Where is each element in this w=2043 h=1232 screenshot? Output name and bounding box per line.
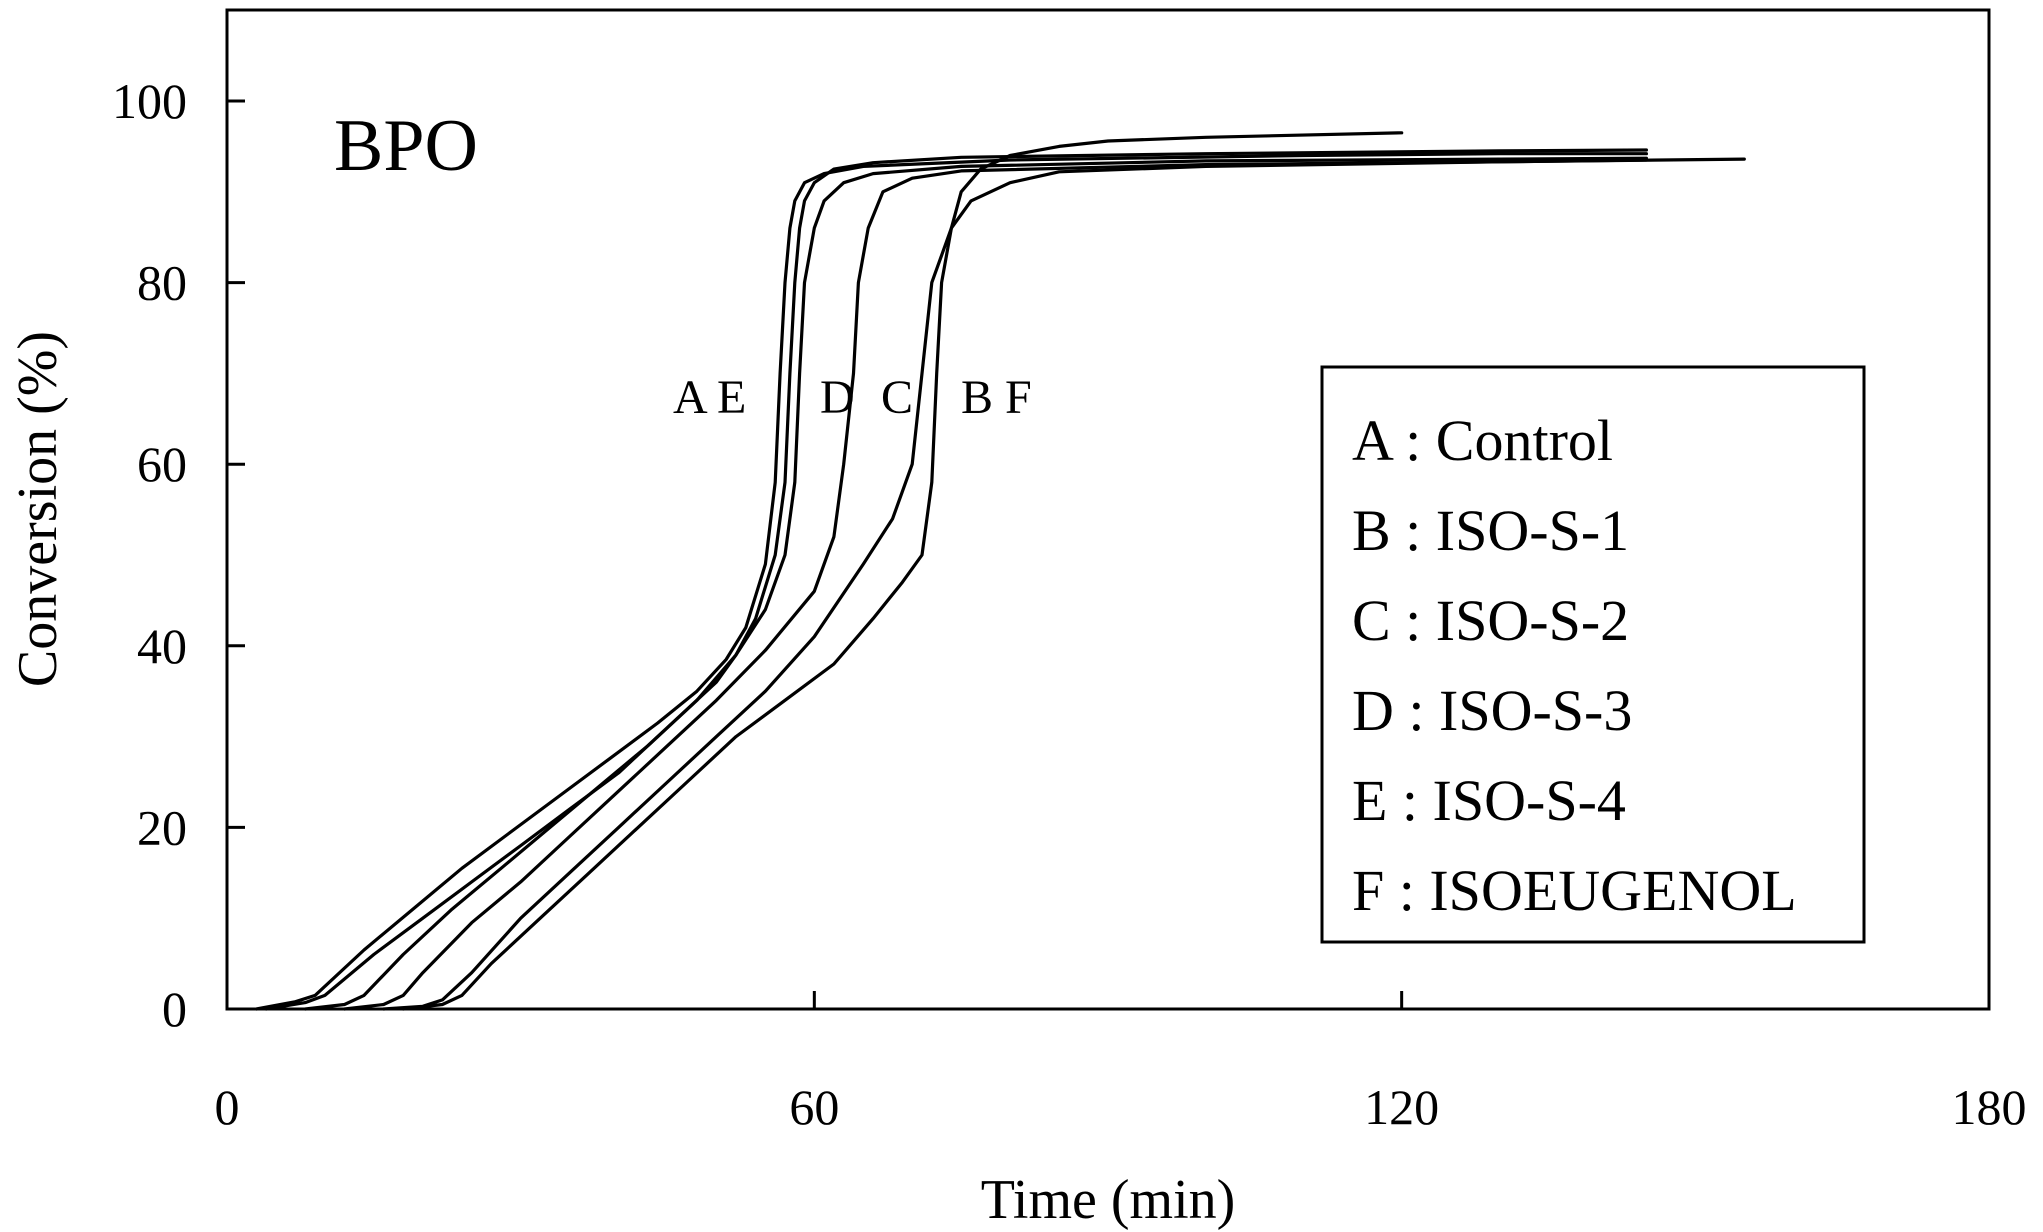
legend-box xyxy=(1320,365,1866,944)
curve-label-bf: B F xyxy=(961,371,1032,424)
legend: A : Control B : ISO-S-1 C : ISO-S-2 D : … xyxy=(1320,365,1866,944)
curve-label-ae: A E xyxy=(673,371,746,424)
x-axis-label: Time (min) xyxy=(981,1169,1236,1231)
y-tick-label: 40 xyxy=(137,618,187,674)
legend-item-f: F : ISOEUGENOL xyxy=(1352,858,1797,923)
panel-label: BPO xyxy=(334,105,478,187)
curve-labels: A E D C B F xyxy=(673,371,1032,424)
plot-frame xyxy=(225,8,1991,1011)
curve-label-d: D xyxy=(820,371,855,424)
series-line-e xyxy=(254,152,1648,1011)
series-line-d xyxy=(303,156,1648,1011)
legend-item-c: C : ISO-S-2 xyxy=(1352,588,1629,653)
x-tick-label: 120 xyxy=(1364,1079,1439,1135)
x-tick-label: 180 xyxy=(1952,1079,2027,1135)
curve-label-c: C xyxy=(881,371,913,424)
series-lines xyxy=(254,131,1746,1011)
legend-item-a: A : Control xyxy=(1352,408,1613,473)
legend-item-e: E : ISO-S-4 xyxy=(1352,768,1626,833)
y-axis-label: Conversion (%) xyxy=(7,331,69,687)
x-axis-ticks: 0 60 120 180 xyxy=(215,991,2027,1135)
y-tick-label: 0 xyxy=(162,981,187,1037)
series-line-c xyxy=(342,158,1648,1011)
legend-item-d: D : ISO-S-3 xyxy=(1352,678,1632,743)
x-tick-label: 60 xyxy=(789,1079,839,1135)
legend-item-b: B : ISO-S-1 xyxy=(1352,498,1629,563)
y-axis-ticks: 0 20 40 60 80 100 xyxy=(112,73,245,1037)
y-tick-label: 60 xyxy=(137,436,187,492)
series-line-a xyxy=(264,148,1648,1011)
y-tick-label: 100 xyxy=(112,73,187,129)
series-line-b xyxy=(382,157,1746,1011)
y-tick-label: 20 xyxy=(137,799,187,855)
y-tick-label: 80 xyxy=(137,255,187,311)
series-line-f xyxy=(401,131,1404,1011)
x-tick-label: 0 xyxy=(215,1079,240,1135)
